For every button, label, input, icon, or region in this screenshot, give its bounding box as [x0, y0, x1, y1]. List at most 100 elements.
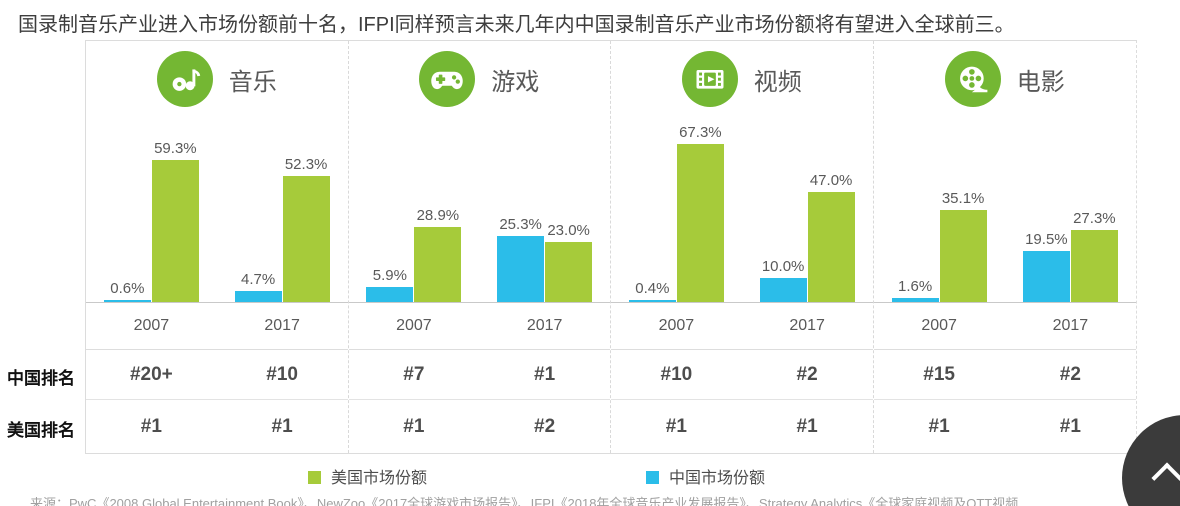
panel-header: 视频	[611, 41, 873, 117]
bar-group-2017: 4.7% 52.3%	[217, 117, 348, 302]
china-rank-value: #2	[796, 363, 818, 385]
legend-item-us: 美国市场份额	[308, 464, 427, 488]
us-series-swatch-icon	[308, 470, 321, 484]
year-label: 2007	[396, 317, 432, 334]
china-share-bar	[103, 300, 151, 302]
year-label: 2007	[921, 317, 957, 334]
us-share-value: 52.3%	[284, 156, 328, 173]
bar-chart: 5.9% 28.9% 25.3% 23.0%	[348, 117, 610, 303]
bar-group-2017: 10.0% 47.0%	[742, 117, 873, 302]
year-label: 2007	[133, 317, 170, 334]
panel-header: 游戏	[349, 41, 611, 117]
us-share-bar	[1070, 230, 1118, 302]
china-share-value: 0.6%	[110, 280, 145, 297]
china-rank-row: #7 #1	[348, 349, 610, 399]
category-panel-3: 视频 0.4% 67.3% 10.0% 47.0% 2007 2017 #10 …	[611, 41, 874, 453]
china-share-value: 10.0%	[761, 258, 805, 275]
china-share-value: 5.9%	[372, 267, 407, 284]
china-share-value: 4.7%	[241, 271, 276, 288]
us-share-bar	[151, 160, 199, 302]
us-share-bar	[939, 210, 987, 302]
year-axis: 2007 2017	[874, 303, 1137, 349]
bar-group-2017: 19.5% 27.3%	[1005, 117, 1136, 302]
us-share-bar-col: 23.0%	[545, 222, 593, 302]
us-share-bar	[282, 176, 330, 302]
us-share-value: 27.3%	[1073, 210, 1116, 227]
china-rank-row: #15 #2	[873, 349, 1136, 399]
china-series-swatch-icon	[646, 470, 659, 484]
comparison-table: 音乐 0.6% 59.3% 4.7% 52.3% 2007 2017 #20+ …	[85, 40, 1137, 454]
china-rank-value: #15	[923, 363, 955, 385]
us-share-value: 35.1%	[941, 190, 985, 207]
bar-group-2007: 0.4% 67.3%	[611, 117, 742, 302]
us-share-bar-col: 47.0%	[807, 172, 855, 302]
gamepad-icon	[419, 51, 476, 107]
china-share-value: 25.3%	[499, 216, 542, 233]
intro-text: 国录制音乐产业进入市场份额前十名，IFPI同样预言未来几年内中国录制音乐产业市场…	[18, 14, 1015, 36]
us-rank-row: #1 #2	[348, 399, 610, 453]
us-rank-value: #1	[140, 415, 162, 437]
us-share-bar-col: 59.3%	[151, 140, 199, 302]
panel-header: 电影	[874, 41, 1137, 117]
music-icon	[156, 51, 213, 107]
year-label: 2017	[264, 317, 300, 334]
bar-group-2007: 1.6% 35.1%	[874, 117, 1005, 302]
bar-chart: 1.6% 35.1% 19.5% 27.3%	[873, 117, 1136, 303]
us-share-bar-col: 52.3%	[282, 156, 330, 302]
us-share-bar-col: 35.1%	[939, 190, 987, 302]
china-rank-row-label: 中国排名	[7, 369, 75, 388]
china-rank-value: #7	[403, 363, 425, 385]
china-rank-value: #10	[660, 363, 693, 385]
source-text: 来源：PwC《2008 Global Entertainment Book》、N…	[30, 496, 1019, 506]
china-rank-value: #20+	[129, 363, 173, 385]
china-share-bar-col: 19.5%	[1022, 231, 1070, 302]
legend-item-china: 中国市场份额	[646, 464, 765, 488]
legend-label-us: 美国市场份额	[331, 470, 428, 487]
us-share-bar	[676, 144, 724, 302]
category-panel-1: 音乐 0.6% 59.3% 4.7% 52.3% 2007 2017 #20+ …	[86, 41, 349, 453]
us-rank-value: #1	[665, 415, 687, 437]
china-share-bar	[1022, 251, 1070, 302]
china-share-bar-col: 1.6%	[891, 278, 939, 302]
us-share-bar-col: 27.3%	[1070, 210, 1118, 302]
us-share-bar-col: 67.3%	[676, 124, 724, 302]
legend-label-china: 中国市场份额	[669, 470, 766, 487]
category-title: 音乐	[228, 68, 277, 96]
china-share-value: 1.6%	[898, 278, 933, 295]
category-title: 电影	[1016, 68, 1065, 96]
china-rank-row: #10 #2	[611, 349, 873, 399]
year-axis: 2007 2017	[349, 303, 611, 349]
us-share-value: 67.3%	[679, 124, 722, 141]
us-share-value: 28.9%	[416, 207, 460, 224]
us-rank-value: #1	[1059, 415, 1081, 437]
china-rank-value: #10	[266, 363, 298, 385]
china-rank-row: #20+ #10	[86, 349, 348, 399]
us-share-value: 47.0%	[809, 172, 853, 189]
china-share-bar-col: 0.6%	[103, 280, 151, 302]
year-label: 2017	[789, 317, 825, 334]
category-title: 游戏	[491, 68, 540, 96]
us-rank-value: #2	[534, 415, 556, 437]
category-title: 视频	[753, 68, 802, 96]
category-panel-2: 游戏 5.9% 28.9% 25.3% 23.0% 2007 2017 #7 #…	[348, 41, 611, 453]
year-label: 2017	[1052, 317, 1089, 334]
us-share-value: 23.0%	[547, 222, 590, 239]
china-share-bar-col: 25.3%	[497, 216, 545, 302]
bar-group-2007: 0.6% 59.3%	[86, 117, 217, 302]
bar-group-2017: 25.3% 23.0%	[479, 117, 610, 302]
bar-chart: 0.6% 59.3% 4.7% 52.3%	[86, 117, 348, 303]
chevron-up-icon	[1151, 462, 1180, 494]
china-share-bar	[891, 298, 939, 302]
china-share-bar	[234, 291, 282, 302]
us-rank-value: #1	[796, 415, 818, 437]
us-rank-value: #1	[928, 415, 950, 437]
panel-header: 音乐	[86, 41, 348, 117]
us-share-bar	[807, 192, 855, 302]
china-share-bar-col: 4.7%	[234, 271, 282, 302]
us-rank-row: #1 #1	[86, 399, 348, 453]
us-rank-row-label: 美国排名	[7, 421, 75, 440]
us-share-bar	[545, 242, 593, 302]
video-icon	[681, 51, 738, 107]
china-share-value: 19.5%	[1025, 231, 1068, 248]
